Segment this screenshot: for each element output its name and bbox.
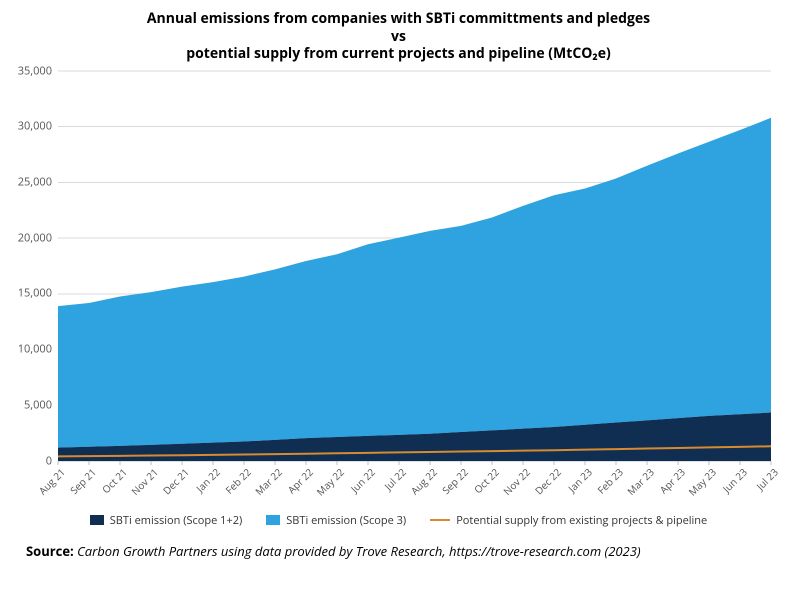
y-tick-label: 35,000 xyxy=(18,63,52,78)
x-tick-label: Jun 22 xyxy=(348,465,378,495)
y-tick-label: 10,000 xyxy=(18,342,52,357)
x-tick-label: Nov 21 xyxy=(128,465,161,498)
legend-swatch-supply xyxy=(430,519,450,521)
x-tick-label: Jul 22 xyxy=(381,465,409,493)
legend-item-supply: Potential supply from existing projects … xyxy=(430,513,707,528)
y-tick-label: 25,000 xyxy=(18,174,52,189)
x-tick-label: Jul 23 xyxy=(753,465,781,493)
x-tick-label: Jun 23 xyxy=(720,465,750,495)
x-axis-labels: Aug 21Sep 21Oct 21Nov 21Dec 21Jan 22Feb … xyxy=(58,461,771,509)
x-tick-label: Nov 22 xyxy=(500,465,533,498)
x-tick-label: Feb 23 xyxy=(594,465,626,497)
x-tick-label: Feb 22 xyxy=(222,465,254,497)
title-line3: potential supply from current projects a… xyxy=(0,45,797,63)
x-tick-label: Dec 22 xyxy=(532,465,564,497)
y-tick-label: 5,000 xyxy=(24,397,52,412)
x-tick-label: Mar 23 xyxy=(624,465,657,498)
x-tick-label: Oct 21 xyxy=(99,465,130,496)
x-tick-label: Apr 22 xyxy=(284,465,316,497)
x-tick-label: Jan 23 xyxy=(565,465,595,495)
legend: SBTi emission (Scope 1+2) SBTi emission … xyxy=(0,513,797,528)
x-tick-label: Oct 22 xyxy=(471,465,502,496)
x-tick-label: Sep 21 xyxy=(67,465,99,497)
chart-svg xyxy=(58,71,771,461)
x-tick-label: Jan 22 xyxy=(193,465,223,495)
legend-label-scope12: SBTi emission (Scope 1+2) xyxy=(110,513,243,528)
x-tick-label: Aug 21 xyxy=(35,465,67,497)
x-tick-label: Aug 22 xyxy=(407,465,439,497)
y-tick-label: 15,000 xyxy=(18,286,52,301)
plot-area: 05,00010,00015,00020,00025,00030,00035,0… xyxy=(58,71,771,461)
title-line2: vs xyxy=(0,28,797,46)
x-tick-label: May 23 xyxy=(685,465,719,499)
legend-item-scope3: SBTi emission (Scope 3) xyxy=(266,513,406,528)
x-tick-label: Dec 21 xyxy=(160,465,192,497)
legend-item-scope12: SBTi emission (Scope 1+2) xyxy=(90,513,243,528)
source-note: Source: Carbon Growth Partners using dat… xyxy=(0,528,797,560)
x-tick-label: Apr 23 xyxy=(656,465,688,497)
legend-swatch-scope3 xyxy=(266,515,280,525)
source-text: Carbon Growth Partners using data provid… xyxy=(77,542,640,560)
area-scope3 xyxy=(58,117,771,447)
x-tick-label: Sep 22 xyxy=(439,465,471,497)
y-tick-label: 20,000 xyxy=(18,230,52,245)
x-tick-label: May 22 xyxy=(313,465,347,499)
source-label: Source: xyxy=(26,542,74,560)
y-tick-label: 0 xyxy=(46,453,52,468)
chart-title: Annual emissions from companies with SBT… xyxy=(0,0,797,63)
x-tick-label: Mar 22 xyxy=(252,465,285,498)
title-line1: Annual emissions from companies with SBT… xyxy=(0,10,797,28)
legend-label-scope3: SBTi emission (Scope 3) xyxy=(286,513,406,528)
y-tick-label: 30,000 xyxy=(18,119,52,134)
legend-swatch-scope12 xyxy=(90,515,104,525)
legend-label-supply: Potential supply from existing projects … xyxy=(456,513,707,528)
